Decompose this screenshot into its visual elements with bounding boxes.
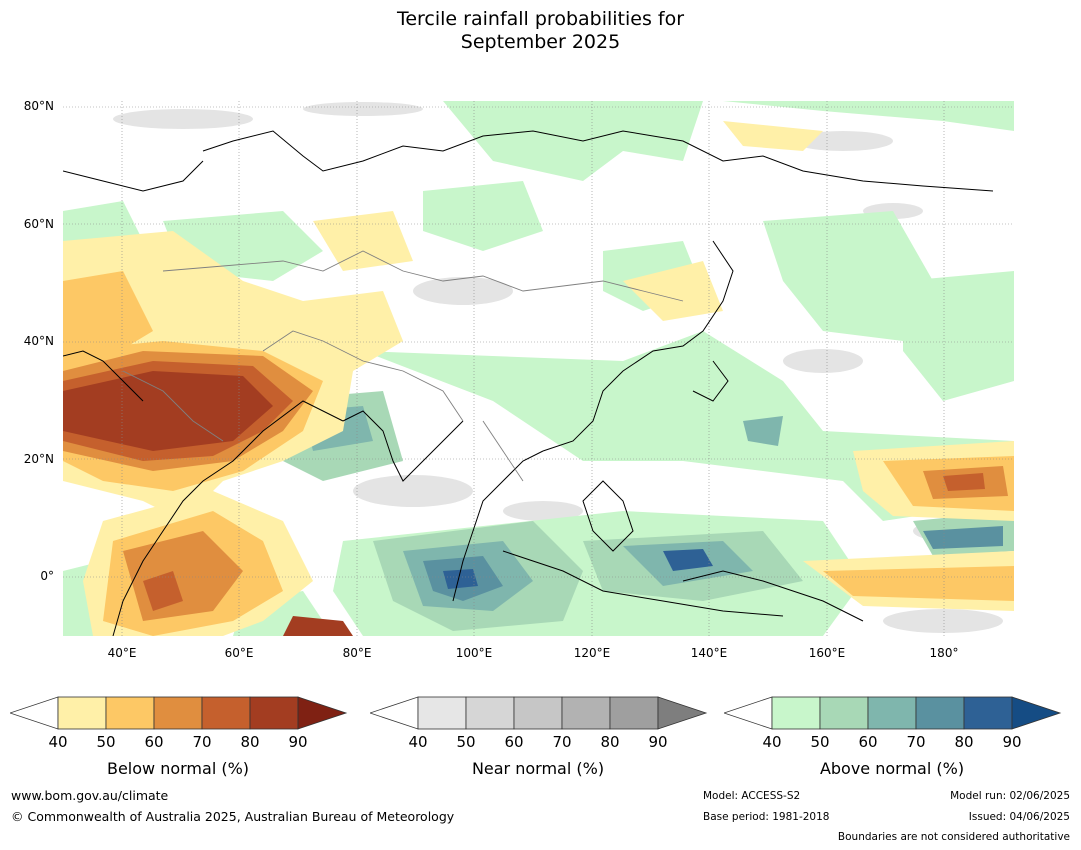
near-swatch-5 [609, 696, 659, 730]
lon-label-100e: 100°E [455, 646, 493, 660]
near-swatch-1 [417, 696, 467, 730]
above-swatch-1 [771, 696, 821, 730]
near-tick: 80 [600, 733, 620, 751]
below-tick: 80 [240, 733, 260, 751]
below-tick: 60 [144, 733, 164, 751]
near-normal-colorbar [370, 696, 708, 730]
lat-label-0: 0° [40, 569, 54, 583]
lat-label-60n: 60°N [23, 217, 54, 231]
above-tick: 40 [762, 733, 782, 751]
near-tick: 90 [648, 733, 668, 751]
lon-label-80e: 80°E [342, 646, 372, 660]
map-title: Tercile rainfall probabilities for Septe… [0, 8, 1081, 54]
near-swatch-4 [561, 696, 611, 730]
below-swatch-2 [105, 696, 155, 730]
map-svg [63, 101, 1014, 636]
country-borders [122, 250, 684, 482]
title-line-1: Tercile rainfall probabilities for [396, 8, 685, 30]
above-tick: 70 [906, 733, 926, 751]
above-tick: 80 [954, 733, 974, 751]
near-colorbar-ticks: 40 50 60 70 80 90 [370, 733, 710, 753]
issued-date: Issued: 04/06/2025 [968, 811, 1070, 823]
above-tick: 50 [810, 733, 830, 751]
near-tick: 60 [504, 733, 524, 751]
near-tick: 70 [552, 733, 572, 751]
lon-label-120e: 120°E [573, 646, 611, 660]
below-tick: 70 [192, 733, 212, 751]
website-link[interactable]: www.bom.gov.au/climate [11, 788, 169, 803]
below-normal-regions [63, 121, 1014, 636]
below-tick: 90 [288, 733, 308, 751]
below-swatch-3 [153, 696, 203, 730]
below-swatch-5 [249, 696, 299, 730]
boundaries-disclaimer: Boundaries are not considered authoritat… [837, 831, 1070, 843]
base-period: Base period: 1981-2018 [703, 811, 830, 823]
below-swatch-6 [297, 696, 348, 730]
model-run-date: Model run: 02/06/2025 [950, 790, 1070, 802]
below-colorbar-title: Below normal (%) [106, 759, 250, 778]
near-swatch-6 [657, 696, 708, 730]
above-swatch-4 [915, 696, 965, 730]
model-name: Model: ACCESS-S2 [703, 790, 801, 802]
lat-label-40n: 40°N [23, 334, 54, 348]
graticule [63, 101, 1014, 636]
above-swatch-6 [1011, 696, 1062, 730]
below-swatch-1 [57, 696, 107, 730]
above-colorbar-ticks: 40 50 60 70 80 90 [724, 733, 1064, 753]
copyright-text: © Commonwealth of Australia 2025, Austra… [11, 809, 455, 824]
near-swatch-3 [513, 696, 563, 730]
above-normal-regions [63, 101, 1014, 636]
lon-label-180: 180° [929, 646, 959, 660]
lon-label-160e: 160°E [808, 646, 846, 660]
above-normal-colorbar [724, 696, 1062, 730]
lon-label-140e: 140°E [690, 646, 728, 660]
below-swatch-4 [201, 696, 251, 730]
near-swatch-2 [465, 696, 515, 730]
above-tick: 90 [1002, 733, 1022, 751]
near-colorbar-title: Near normal (%) [471, 759, 605, 778]
above-swatch-3 [867, 696, 917, 730]
below-tick: 50 [96, 733, 116, 751]
near-tick: 40 [408, 733, 428, 751]
below-normal-colorbar [10, 696, 348, 730]
above-colorbar-title: Above normal (%) [819, 759, 965, 778]
lon-label-60e: 60°E [224, 646, 254, 660]
above-swatch-2 [819, 696, 869, 730]
above-tick: 60 [858, 733, 878, 751]
lat-label-20n: 20°N [23, 452, 54, 466]
below-tick: 40 [48, 733, 68, 751]
probability-map [63, 101, 1014, 636]
lat-label-80n: 80°N [23, 99, 54, 113]
below-colorbar-ticks: 40 50 60 70 80 90 [10, 733, 350, 753]
near-tick: 50 [456, 733, 476, 751]
title-line-2: September 2025 [460, 31, 621, 53]
lon-label-40e: 40°E [107, 646, 137, 660]
coastlines [63, 130, 994, 636]
above-swatch-5 [963, 696, 1013, 730]
